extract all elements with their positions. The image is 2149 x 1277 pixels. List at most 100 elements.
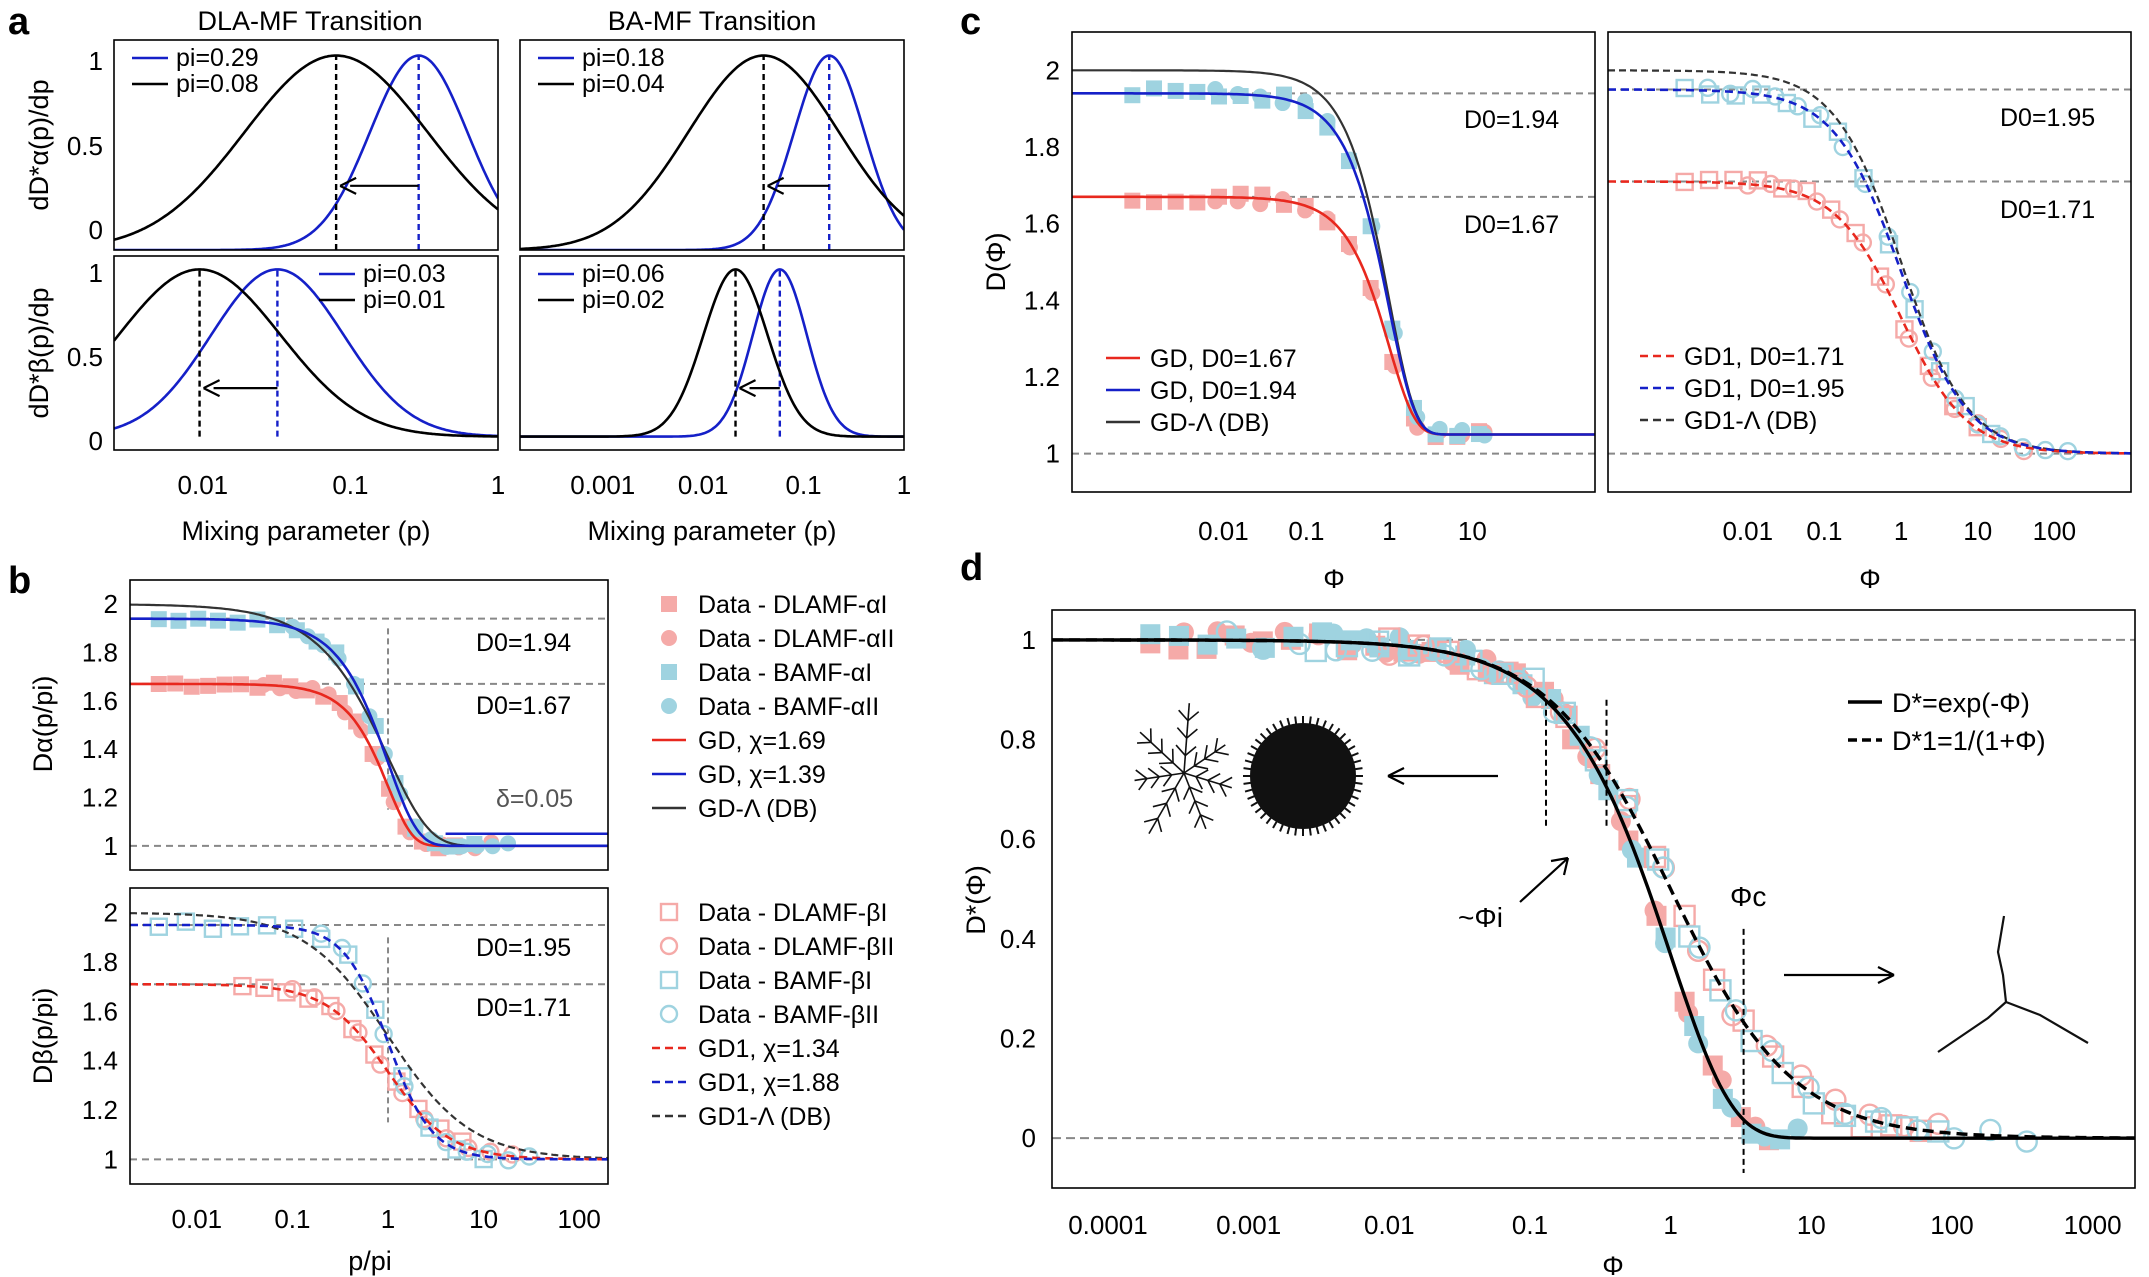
data-point bbox=[336, 704, 353, 721]
data-point bbox=[1740, 1029, 1763, 1053]
x-tick-label: 0.01 bbox=[1722, 516, 1773, 546]
legend-label: Data - DLAMF-βII bbox=[698, 933, 894, 961]
panel-a-bottom-right-frame bbox=[519, 255, 905, 451]
data-point bbox=[1698, 78, 1717, 98]
eden-spike bbox=[1254, 738, 1263, 746]
data-point bbox=[321, 996, 340, 1016]
dla-twig bbox=[1161, 787, 1176, 793]
a-xlabel-right: Mixing parameter (p) bbox=[587, 516, 836, 546]
legend-label: GD, χ=1.69 bbox=[698, 727, 826, 755]
y-tick-label: 1.4 bbox=[82, 1046, 118, 1076]
dla-twig bbox=[1135, 769, 1148, 780]
eden-spike bbox=[1272, 723, 1278, 732]
data-point bbox=[371, 1055, 390, 1074]
legend-label: GD1-Λ (DB) bbox=[698, 1103, 831, 1131]
arrow-head bbox=[339, 176, 357, 195]
legend-label: Data - BAMF-αI bbox=[698, 659, 872, 687]
d-legend: D*=exp(-Φ) D*1=1/(1+Φ) bbox=[1848, 688, 2046, 756]
eden-spike bbox=[1315, 717, 1320, 727]
x-tick-label: 1 bbox=[1894, 516, 1908, 546]
dla-cluster-image bbox=[1134, 703, 1233, 834]
eden-spike bbox=[1354, 767, 1363, 771]
a-ytick: 1 bbox=[89, 46, 103, 76]
dla-twig bbox=[1152, 802, 1167, 808]
eden-spike bbox=[1352, 759, 1362, 764]
data-point bbox=[1124, 192, 1141, 209]
curve-GD1, D0=1.71 bbox=[1608, 180, 2131, 455]
plot-area bbox=[1608, 69, 2131, 461]
y-tick-label: 1.6 bbox=[82, 686, 118, 716]
panel-a-label: a bbox=[8, 1, 30, 43]
data-point bbox=[1168, 625, 1189, 646]
data-point bbox=[1982, 424, 2001, 444]
data-point bbox=[1979, 1118, 2002, 1142]
x-tick-label: 0.1 bbox=[786, 470, 822, 500]
dla-twig bbox=[1148, 751, 1163, 755]
data-point bbox=[659, 936, 679, 956]
legend-label: Data - DLAMF-αI bbox=[698, 591, 887, 619]
x-tick-label: 100 bbox=[2033, 516, 2076, 546]
dla-twig bbox=[1178, 709, 1189, 722]
x-tick-label: 100 bbox=[1930, 1210, 1973, 1240]
plot-area bbox=[130, 603, 608, 857]
eden-spike bbox=[1339, 812, 1347, 820]
data-point bbox=[659, 1004, 679, 1024]
eden-spike bbox=[1294, 716, 1298, 725]
y-tick-label: 1.6 bbox=[82, 996, 118, 1026]
dla-branch bbox=[1183, 772, 1207, 830]
arrow-left bbox=[1387, 767, 1498, 785]
eden-spike bbox=[1250, 745, 1259, 751]
x-tick-label: 10 bbox=[1963, 516, 1992, 546]
legend-label: GD, D0=1.94 bbox=[1150, 377, 1297, 405]
panel-c-left-plot bbox=[1072, 69, 1595, 455]
arrow-head bbox=[767, 176, 785, 195]
panel-a-title-right: BA-MF Transition bbox=[608, 6, 817, 36]
panel-c-label: c bbox=[960, 1, 981, 43]
data-point bbox=[661, 698, 677, 714]
dla-twig bbox=[1195, 776, 1204, 790]
panel-c-right-frame bbox=[1607, 31, 2132, 493]
b-yticks-top: 2 1.8 1.6 1.4 1.2 1 bbox=[82, 589, 118, 861]
legend-label: GD, D0=1.67 bbox=[1150, 345, 1297, 373]
legend-label: pi=0.08 bbox=[176, 70, 259, 98]
dla-twig bbox=[1193, 814, 1202, 828]
dla-twig bbox=[1174, 787, 1180, 802]
panel-b-label: b bbox=[8, 560, 31, 602]
arrow-head bbox=[739, 379, 757, 398]
data-point bbox=[1788, 97, 1807, 116]
eden-spike bbox=[1347, 801, 1356, 807]
curve-db bbox=[1608, 69, 2131, 455]
legend-label: Data - BAMF-αII bbox=[698, 693, 879, 721]
data-point bbox=[1787, 1118, 1808, 1139]
data-point bbox=[1945, 399, 1965, 419]
data-point bbox=[1688, 936, 1711, 959]
eden-spike bbox=[1265, 727, 1273, 736]
curve-pi=0.08 bbox=[114, 54, 498, 242]
plot-area bbox=[1072, 69, 1595, 455]
curve-pi=0.02 bbox=[520, 268, 904, 438]
eden-cluster-image bbox=[1250, 723, 1356, 829]
plot-area bbox=[114, 54, 498, 250]
data-point bbox=[1797, 181, 1816, 201]
data-point bbox=[1252, 196, 1269, 213]
legend-label: Data - BAMF-βI bbox=[698, 967, 872, 995]
data-point bbox=[200, 677, 217, 694]
y-tick-label: 1 bbox=[1022, 625, 1036, 655]
y-tick-label: 1 bbox=[104, 831, 118, 861]
x-tick-label: 100 bbox=[558, 1204, 601, 1234]
b-annotation: D0=1.71 bbox=[476, 994, 571, 1022]
curve-pi=0.01 bbox=[114, 268, 498, 438]
x-tick-label: 0.1 bbox=[1512, 1210, 1548, 1240]
eden-spike bbox=[1244, 788, 1254, 793]
x-tick-label: 0.1 bbox=[1288, 516, 1324, 546]
panel-c-right-plot bbox=[1608, 69, 2131, 461]
data-point bbox=[1197, 634, 1218, 655]
curve-db bbox=[130, 912, 608, 1160]
c-annotation: D0=1.95 bbox=[2000, 104, 2095, 132]
curve-GD1, χ=1.34 bbox=[130, 982, 608, 1161]
b-xlabel: p/pi bbox=[348, 1246, 392, 1276]
c-ylabel: D(Φ) bbox=[981, 232, 1011, 291]
eden-spike bbox=[1333, 816, 1341, 825]
d-annotations: ~Φi Φc bbox=[1134, 703, 2089, 1053]
